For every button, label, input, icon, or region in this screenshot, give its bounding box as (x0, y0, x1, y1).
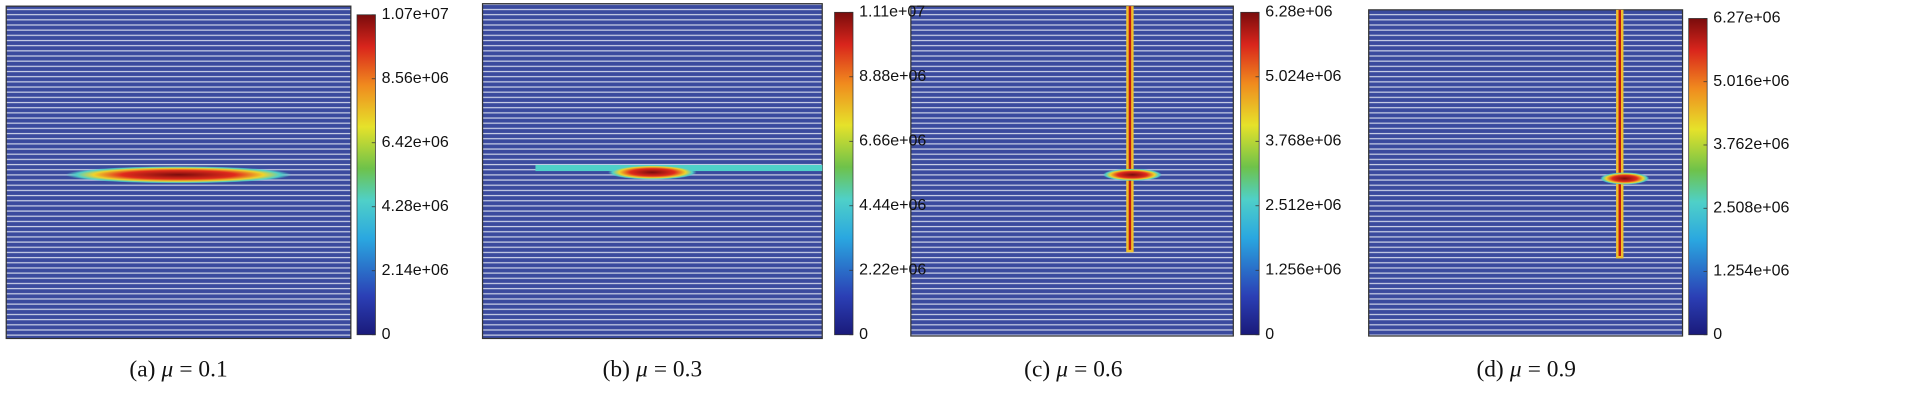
caption-value: = 0.6 (1074, 357, 1122, 383)
colorbar-tick-label: 2.508e+06 (1713, 199, 1789, 216)
crack (1618, 9, 1621, 256)
caption-variable: μ (635, 357, 648, 383)
caption-value: = 0.3 (654, 357, 702, 383)
crack (1128, 6, 1132, 250)
colorbar-tick-label: 3.768e+06 (1265, 133, 1341, 150)
caption: (b) μ = 0.3 (603, 357, 703, 383)
caption-label: (c) (1024, 357, 1050, 383)
colorbar-tick-label: 6.66e+06 (859, 133, 926, 150)
colorbar-tick-label: 0 (382, 326, 391, 343)
colorbar-tick-label: 1.254e+06 (1713, 263, 1789, 280)
colorbar-tick-label: 0 (859, 326, 868, 343)
colorbar-tick-label: 5.024e+06 (1265, 68, 1341, 85)
colorbar-tick-label: 4.44e+06 (859, 197, 926, 214)
caption: (d) μ = 0.9 (1476, 357, 1576, 383)
caption-variable: μ (1509, 357, 1522, 383)
colorbar-tick-label: 1.07e+07 (382, 6, 449, 23)
crack (1600, 172, 1650, 185)
caption-value: = 0.1 (179, 357, 227, 383)
colorbar-tick-label: 1.11e+07 (859, 4, 925, 21)
caption: (a) μ = 0.1 (129, 357, 227, 383)
colorbar (356, 14, 376, 336)
colorbar-tick-label: 6.27e+06 (1713, 10, 1780, 27)
colorbar (834, 11, 854, 336)
colorbar-tick-label: 6.42e+06 (382, 134, 449, 151)
crack (65, 166, 292, 184)
caption-value: = 0.9 (1528, 357, 1576, 383)
crack (608, 164, 697, 180)
contour-plot (910, 5, 1234, 337)
colorbar (1240, 11, 1260, 336)
caption-variable: μ (161, 357, 174, 383)
colorbar-tick-label: 8.56e+06 (382, 70, 449, 87)
colorbar (1688, 18, 1708, 336)
colorbar-tick-label: 0 (1713, 326, 1722, 343)
colorbar-tick-label: 4.28e+06 (382, 198, 449, 215)
caption-label: (b) (603, 357, 630, 383)
colorbar-tick-label: 2.512e+06 (1265, 197, 1341, 214)
caption-variable: μ (1055, 357, 1068, 383)
caption-label: (a) (129, 357, 155, 383)
caption-label: (d) (1476, 357, 1503, 383)
caption: (c) μ = 0.6 (1024, 357, 1122, 383)
colorbar-tick-label: 1.256e+06 (1265, 261, 1341, 278)
colorbar-tick-label: 6.28e+06 (1265, 4, 1332, 21)
contour-plot (1368, 9, 1684, 337)
colorbar-tick-label: 2.14e+06 (382, 262, 449, 279)
colorbar-tick-label: 3.762e+06 (1713, 136, 1789, 153)
colorbar-tick-label: 0 (1265, 326, 1274, 343)
colorbar-tick-label: 5.016e+06 (1713, 73, 1789, 90)
crack (1102, 168, 1162, 181)
colorbar-tick-label: 8.88e+06 (859, 68, 926, 85)
colorbar-tick-label: 2.22e+06 (859, 261, 926, 278)
